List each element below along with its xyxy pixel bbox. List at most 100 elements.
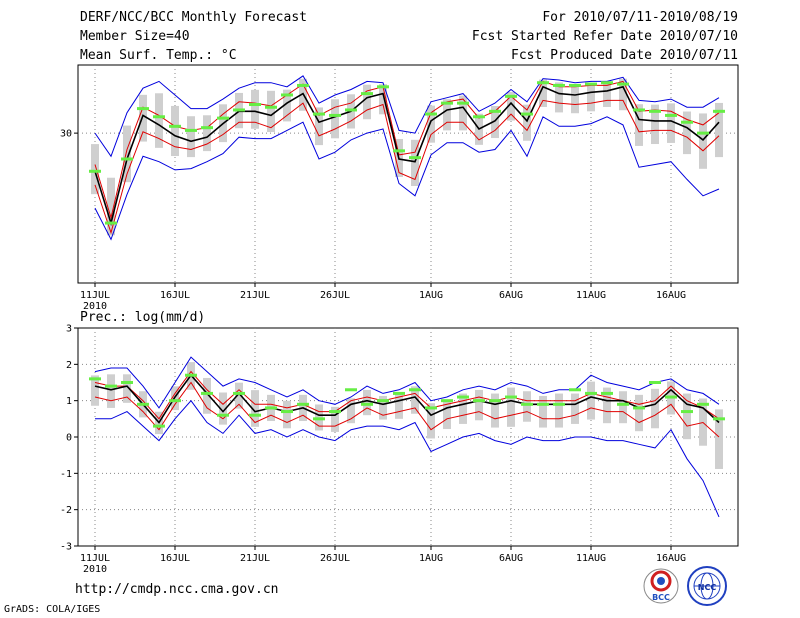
observed-marker <box>169 124 181 128</box>
observed-marker <box>121 381 133 384</box>
spread-box <box>363 84 371 120</box>
spread-box <box>139 94 147 142</box>
observed-marker <box>281 93 293 97</box>
spread-box <box>155 93 163 148</box>
chart-title: DERF/NCC/BCC Monthly Forecast <box>80 10 307 25</box>
observed-marker <box>89 169 101 173</box>
observed-marker <box>649 381 661 384</box>
fcst-started-label: Fcst Started Refer Date 2010/07/10 <box>471 29 738 44</box>
ncc-logo-text: NCC <box>698 583 717 592</box>
spread-box <box>427 403 435 439</box>
observed-marker <box>473 115 485 119</box>
spread-box <box>603 387 611 424</box>
spread-box <box>619 78 627 111</box>
spread-box <box>667 103 675 143</box>
observed-marker <box>505 94 517 98</box>
bcc-logo-text: BCC <box>652 593 670 602</box>
spread-box <box>491 393 499 428</box>
observed-marker <box>537 402 549 406</box>
spread-box <box>603 82 611 107</box>
observed-marker <box>89 377 101 381</box>
observed-marker <box>409 388 421 392</box>
spread-box <box>715 409 723 469</box>
observed-marker <box>553 83 565 87</box>
x-tick-label: 16JUL <box>160 290 190 301</box>
spread-box <box>331 406 339 432</box>
x-tick-label: 11AUG <box>576 553 606 564</box>
panel-precipitation: 11JUL 16JUL 21JUL 26JUL 1AUG 6AUG 11AUG 16AUG20… <box>60 324 739 575</box>
spread-box <box>203 377 211 414</box>
y-tick-label: 3 <box>66 324 72 335</box>
observed-marker <box>233 391 245 395</box>
spread-box <box>491 106 499 139</box>
spread-box <box>411 386 419 414</box>
x-tick-label: 6AUG <box>499 290 523 301</box>
observed-marker <box>489 399 501 403</box>
spread-box <box>283 89 291 122</box>
observed-marker <box>297 83 309 87</box>
observed-marker <box>169 399 181 403</box>
spread-box <box>91 375 99 406</box>
observed-marker <box>105 384 117 388</box>
series-upper-line <box>94 370 720 420</box>
observed-marker <box>281 410 293 414</box>
observed-marker <box>569 83 581 87</box>
observed-marker <box>521 402 533 406</box>
spread-box <box>443 399 451 430</box>
observed-marker <box>393 149 405 153</box>
observed-marker <box>153 115 165 119</box>
spread-box <box>635 394 643 432</box>
ncc-logo: NCC <box>687 566 727 606</box>
observed-marker <box>553 402 565 406</box>
spread-box <box>587 381 595 420</box>
spread-box <box>267 90 275 133</box>
series-mean-line <box>94 373 720 424</box>
observed-marker <box>153 424 165 428</box>
observed-marker <box>489 109 501 113</box>
spread-box <box>555 82 563 113</box>
spread-box <box>283 400 291 429</box>
y-tick-label: 30 <box>60 129 72 140</box>
observed-marker <box>217 116 229 120</box>
series-upper-line <box>94 80 720 220</box>
spread-box <box>427 105 435 143</box>
observed-marker <box>665 395 677 399</box>
series-min-line <box>94 116 720 241</box>
observed-marker <box>585 82 597 86</box>
series-mean-line <box>94 85 720 227</box>
temp-variable-label: Mean Surf. Temp.: °C <box>80 48 237 63</box>
bcc-logo: BCC <box>643 568 679 604</box>
series-max-line <box>94 356 720 409</box>
spread-box <box>523 104 531 141</box>
observed-marker <box>249 413 261 417</box>
spread-box <box>715 102 723 158</box>
panel-temperature: 11JUL 16JUL 21JUL 26JUL 1AUG 6AUG 11AUG 16AUG 20… <box>60 64 739 312</box>
x-tick-label: 26JUL <box>320 290 350 301</box>
spread-box <box>123 374 131 403</box>
x-tick-label: 16AUG <box>656 290 686 301</box>
spread-box <box>219 392 227 425</box>
observed-marker <box>201 391 213 395</box>
prec-variable-label: Prec.: log(mm/d) <box>80 310 206 325</box>
series-max-line <box>94 75 720 158</box>
observed-marker <box>441 399 453 403</box>
observed-marker <box>329 113 341 117</box>
spread-box <box>539 395 547 428</box>
observed-marker <box>121 157 133 161</box>
observed-marker <box>521 112 533 116</box>
spread-box <box>459 95 467 131</box>
observed-marker <box>361 92 373 96</box>
spread-box <box>315 107 323 146</box>
x-tick-label: 16AUG <box>656 553 686 564</box>
source-url[interactable]: http://cmdp.ncc.cma.gov.cn <box>75 582 279 597</box>
ncc-logo-meridian <box>700 572 714 600</box>
observed-marker <box>105 221 117 225</box>
spread-box <box>475 389 483 421</box>
x-tick-label: 21JUL <box>240 290 270 301</box>
spread-box <box>635 104 643 146</box>
observed-marker <box>617 402 629 406</box>
spread-box <box>107 374 115 408</box>
x-tick-label: 6AUG <box>499 553 523 564</box>
spread-box <box>91 144 99 195</box>
year-label: 2010 <box>83 301 107 312</box>
